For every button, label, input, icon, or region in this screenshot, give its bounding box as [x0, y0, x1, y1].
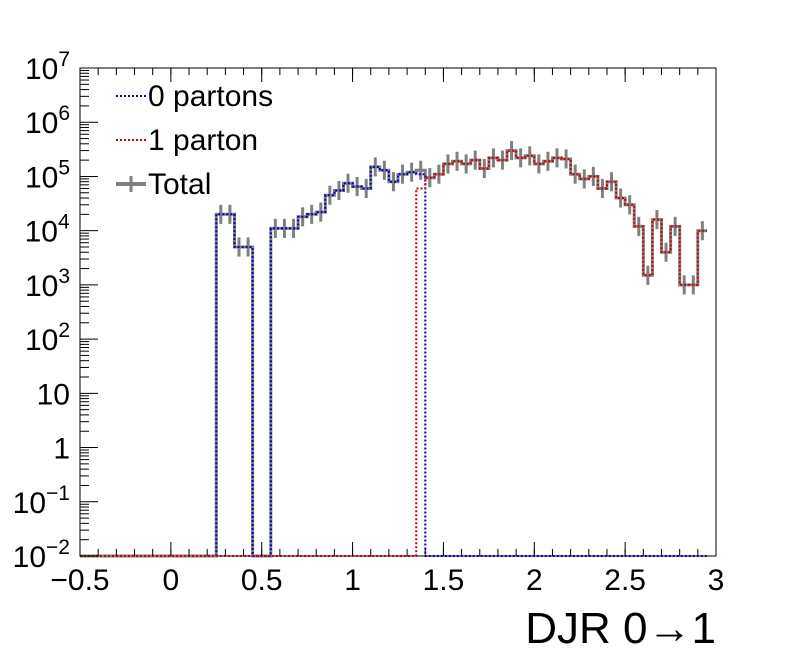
y-tick-exponent: 7	[58, 48, 70, 71]
y-tick-label: 106	[25, 102, 70, 140]
y-tick-base: 10	[25, 324, 58, 357]
y-tick-exponent: 2	[58, 319, 70, 342]
x-tick-label: 2	[526, 564, 543, 597]
x-axis-label: DJR 0→1	[525, 604, 716, 653]
x-tick-label: −0.5	[50, 564, 109, 597]
y-tick-exponent: −2	[46, 536, 70, 559]
y-tick-base: 10	[25, 107, 58, 140]
y-tick-base: 10	[25, 270, 58, 303]
y-tick-base: 10	[25, 216, 58, 249]
y-tick-base: 10	[25, 161, 58, 194]
y-tick-label: 10−2	[13, 536, 70, 574]
series-line-total	[80, 149, 707, 558]
x-tick-label: 1.5	[423, 564, 465, 597]
x-tick-label: 0	[163, 564, 180, 597]
axis-layer: −0.5 0 0.5 1 1.5 2 2.5 310−210−1110102103104105…	[13, 48, 725, 597]
y-tick-label: 10	[37, 378, 70, 411]
y-tick-label: 103	[25, 265, 70, 303]
legend: 0 partons 1 parton Total	[116, 80, 273, 201]
y-tick-label: 107	[25, 48, 70, 86]
x-tick-label: 1	[344, 564, 361, 597]
series-line-0-partons	[80, 165, 707, 557]
y-tick-label: 10−1	[13, 482, 70, 520]
y-tick-base: 10	[13, 487, 46, 520]
y-tick-label: 102	[25, 319, 70, 357]
y-tick-base: 10	[13, 541, 46, 574]
legend-label: Total	[148, 168, 211, 201]
legend-label: 1 parton	[148, 124, 258, 157]
x-tick-label: 3	[708, 564, 725, 597]
legend-label: 0 partons	[148, 80, 273, 113]
y-tick-exponent: 6	[58, 102, 70, 125]
y-tick-label: 104	[25, 211, 70, 249]
y-tick-exponent: 4	[58, 211, 70, 234]
y-tick-base: 10	[25, 53, 58, 86]
x-tick-label: 0.5	[241, 564, 283, 597]
y-tick-label: 1	[53, 433, 70, 466]
y-tick-exponent: 5	[58, 156, 70, 179]
series-layer	[80, 141, 707, 558]
y-tick-label: 105	[25, 156, 70, 194]
x-tick-label: 2.5	[604, 564, 646, 597]
y-tick-exponent: −1	[46, 482, 70, 505]
y-tick-exponent: 3	[58, 265, 70, 288]
series-line-1-parton	[80, 149, 707, 557]
